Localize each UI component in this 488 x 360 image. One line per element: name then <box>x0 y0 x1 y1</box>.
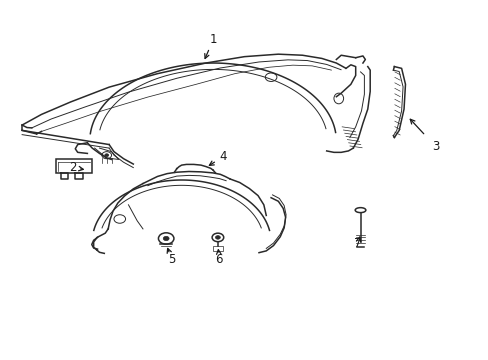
Bar <box>56 159 92 173</box>
Text: 1: 1 <box>209 33 216 46</box>
Text: 2: 2 <box>69 161 77 174</box>
Text: 4: 4 <box>219 150 226 163</box>
Text: 7: 7 <box>354 237 361 250</box>
Text: 3: 3 <box>431 140 438 153</box>
Circle shape <box>163 237 169 240</box>
Bar <box>213 246 223 251</box>
Text: 5: 5 <box>168 253 175 266</box>
Text: 6: 6 <box>215 253 223 266</box>
Circle shape <box>104 154 108 157</box>
Circle shape <box>215 236 220 239</box>
